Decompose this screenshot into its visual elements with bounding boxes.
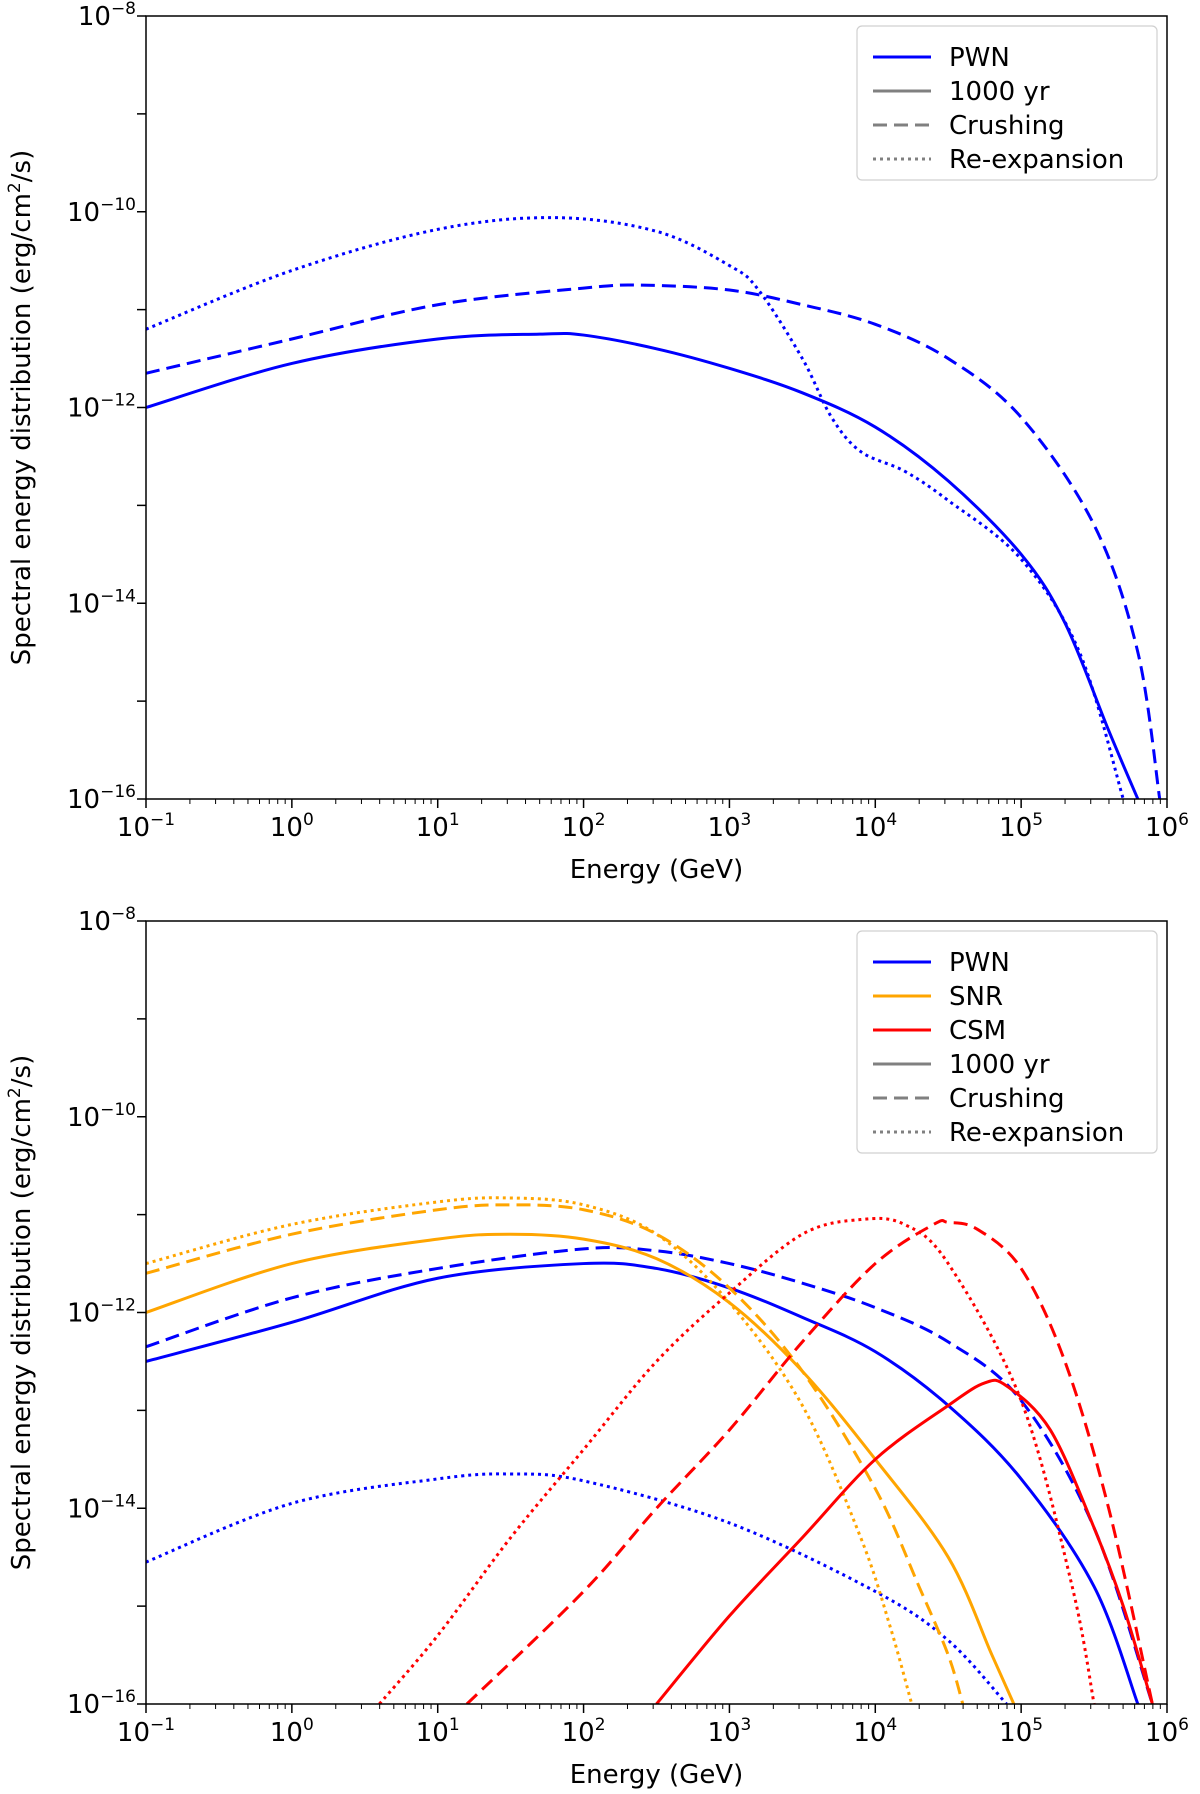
y-axis-label: Spectral energy distribution (erg/cm2/s) <box>5 150 37 665</box>
legend-label: 1000 yr <box>949 77 1050 107</box>
legend-box <box>856 25 1158 181</box>
series-group <box>146 216 1162 799</box>
chart-panel-2: 10−1 100 101 102 103 104 105 106 10−16 10−14 10−12… <box>5 904 1189 1790</box>
series-line-csm-crushing <box>465 1219 1154 1704</box>
series-line-pwn-re-expansion <box>146 216 1125 799</box>
y-tick-label: 10−14 <box>67 586 136 619</box>
y-tick-label: 10−16 <box>67 782 136 815</box>
legend-label: CSM <box>949 1016 1006 1046</box>
legend-label: Re-expansion <box>949 145 1124 175</box>
chart-panel-1: 10−1 100 101 102 103 104 105 106 10−16 10−14 10−12… <box>5 0 1189 885</box>
legend-label: PWN <box>949 948 1010 978</box>
x-tick-label: 105 <box>999 1715 1043 1748</box>
x-tick-label: 101 <box>416 1715 460 1748</box>
x-tick-label: 100 <box>270 810 314 843</box>
x-tick-label: 101 <box>416 810 460 843</box>
legend-label: SNR <box>949 982 1003 1012</box>
legend-label: Crushing <box>949 111 1065 141</box>
x-tick-label: 105 <box>999 810 1043 843</box>
series-line-pwn-re-expansion <box>146 1472 1008 1704</box>
x-tick-label: 102 <box>562 1715 606 1748</box>
y-tick-label: 10−8 <box>78 0 136 32</box>
legend-label: Crushing <box>949 1084 1065 1114</box>
y-tick-label: 10−10 <box>67 195 136 228</box>
x-tick-label: 10−1 <box>117 810 175 843</box>
x-tick-label: 106 <box>1145 810 1189 843</box>
x-tick-label: 106 <box>1145 1715 1189 1748</box>
x-tick-label: 102 <box>562 810 606 843</box>
series-line-csm-re-expansion <box>378 1216 1096 1704</box>
y-tick-label: 10−12 <box>67 1296 136 1329</box>
y-tick-label: 10−8 <box>78 904 136 937</box>
x-tick-label: 104 <box>853 810 897 843</box>
y-tick-label: 10−12 <box>67 391 136 424</box>
y-tick-label: 10−10 <box>67 1100 136 1133</box>
series-line-pwn-crushing <box>146 283 1162 799</box>
legend-label: PWN <box>949 43 1010 73</box>
y-axis-label: Spectral energy distribution (erg/cm2/s) <box>5 1055 37 1570</box>
x-axis-label: Energy (GeV) <box>570 855 744 885</box>
series-line-csm-1000-yr <box>655 1378 1154 1704</box>
x-tick-label: 10−1 <box>117 1715 175 1748</box>
legend-label: 1000 yr <box>949 1050 1050 1080</box>
series-line-snr-1000-yr <box>146 1232 1016 1704</box>
series-line-pwn-crushing <box>146 1246 1154 1704</box>
x-tick-label: 104 <box>853 1715 897 1748</box>
y-tick-label: 10−14 <box>67 1491 136 1524</box>
x-tick-label: 103 <box>707 1715 751 1748</box>
legend-box <box>856 930 1158 1154</box>
series-group <box>146 1196 1154 1704</box>
x-tick-label: 100 <box>270 1715 314 1748</box>
y-tick-label: 10−16 <box>67 1687 136 1720</box>
x-axis-label: Energy (GeV) <box>570 1760 744 1790</box>
series-line-pwn-1000-yr <box>146 1261 1140 1704</box>
series-line-snr-crushing <box>146 1203 965 1704</box>
legend-label: Re-expansion <box>949 1118 1124 1148</box>
series-line-snr-re-expansion <box>146 1196 914 1704</box>
legend: PWN SNR CSM 1000 yr Crushing Re-expansion <box>856 930 1158 1154</box>
legend: PWN 1000 yr Crushing Re-expansion <box>856 25 1158 181</box>
x-tick-label: 103 <box>707 810 751 843</box>
